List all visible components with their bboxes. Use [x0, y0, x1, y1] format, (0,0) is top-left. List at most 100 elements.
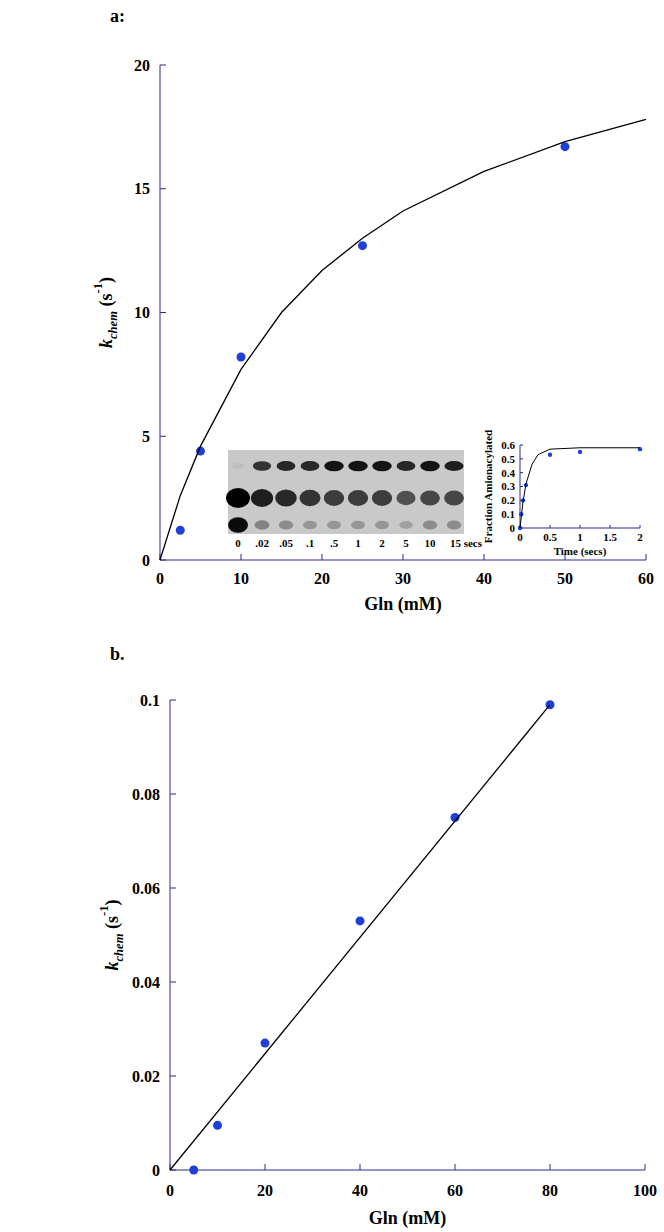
x-tick — [241, 554, 242, 560]
y-tick-label: 0.04 — [132, 974, 160, 991]
y-tick — [170, 794, 176, 795]
lane-label: .5 — [330, 537, 339, 549]
gel-band — [372, 461, 392, 471]
gel-band — [423, 521, 438, 530]
gel-band — [399, 521, 413, 529]
x-axis-title: Gln (mM) — [364, 594, 441, 615]
y-tick-label: 10 — [134, 304, 150, 321]
y-tick — [520, 458, 523, 459]
x-tick — [484, 554, 485, 560]
y-axis-title-part: (s — [102, 916, 123, 934]
x-tick — [580, 525, 581, 528]
gel-band — [375, 521, 389, 529]
y-tick-label: 0.02 — [132, 1068, 160, 1085]
plot-area — [170, 700, 555, 1174]
y-tick — [160, 312, 166, 313]
y-axis-title-part: k — [102, 961, 122, 970]
y-tick-label: 0 — [510, 522, 516, 534]
y-tick — [160, 436, 166, 437]
gel-band — [327, 521, 341, 529]
gel-band — [253, 461, 271, 471]
y-tick — [170, 888, 176, 889]
x-tick — [360, 1164, 361, 1170]
gel-band — [277, 461, 296, 471]
data-point — [237, 353, 246, 362]
x-tick — [610, 525, 611, 528]
x-tick — [640, 525, 641, 528]
gel-band — [420, 461, 440, 471]
gel-band — [301, 461, 320, 471]
x-tick-label: 20 — [314, 570, 330, 587]
gel-image: 0.02.05.1.51251015 secs — [226, 450, 483, 549]
x-tick-label: 1.5 — [603, 531, 617, 543]
figure: a:010203040506005101520Gln (mM)kchem (s-… — [0, 0, 664, 1232]
y-axis-title-part: ) — [102, 900, 123, 906]
x-tick-label: 0 — [166, 1182, 174, 1199]
y-tick — [160, 65, 166, 66]
y-axis-title-part: chem — [106, 311, 120, 339]
lane-label: 5 — [403, 537, 409, 549]
x-tick — [455, 1164, 456, 1170]
y-tick — [170, 1076, 176, 1077]
lane-label: 10 — [425, 537, 437, 549]
lane-label: .02 — [255, 537, 269, 549]
gel-band — [303, 521, 317, 529]
panel-label: b. — [110, 644, 125, 664]
x-tick-label: 1 — [577, 531, 583, 543]
y-axis-title-part: -1 — [97, 906, 111, 917]
y-tick-label: 5 — [142, 428, 150, 445]
x-tick — [322, 554, 323, 560]
data-point — [261, 1039, 270, 1048]
gel-band — [226, 488, 250, 508]
y-tick — [520, 486, 523, 487]
y-axis-title: kchem (s-1) — [97, 900, 125, 971]
y-tick-label: 0.3 — [501, 480, 515, 492]
gel-band — [279, 521, 294, 530]
fit-line — [170, 705, 550, 1170]
lane-label: .05 — [279, 537, 293, 549]
gel-band — [348, 490, 368, 506]
lane-label: 1 — [355, 537, 361, 549]
y-tick-label: 0 — [152, 1162, 160, 1179]
gel-band — [251, 489, 273, 507]
x-tick-label: 20 — [257, 1182, 273, 1199]
data-point — [176, 526, 185, 535]
gel-band — [255, 520, 270, 529]
data-point — [356, 916, 365, 925]
x-tick-label: 80 — [542, 1182, 558, 1199]
lane-label: .1 — [306, 537, 314, 549]
y-tick-label: 20 — [134, 57, 150, 74]
y-tick — [170, 982, 176, 983]
y-tick — [160, 560, 166, 561]
y-tick-label: 0 — [142, 552, 150, 569]
gel-band — [324, 461, 344, 471]
y-tick-label: 0.1 — [501, 508, 515, 520]
x-tick-label: 40 — [352, 1182, 368, 1199]
x-tick-label: 0 — [517, 531, 523, 543]
x-tick-label: 60 — [638, 570, 654, 587]
gel-band — [348, 461, 368, 471]
x-tick-label: 50 — [557, 570, 573, 587]
gel-band — [232, 463, 244, 469]
y-tick-label: 0.4 — [501, 467, 515, 479]
gel-band — [396, 491, 415, 505]
gel-band — [444, 461, 463, 471]
lane-label: 15 secs — [450, 537, 483, 549]
y-axis-title-part: Fraction Amionacylated — [482, 430, 494, 543]
y-axis-title-part: -1 — [91, 283, 105, 294]
x-tick-label: 2 — [637, 531, 643, 543]
chart: b.02040608010000.020.040.060.080.1Gln (m… — [97, 644, 657, 1229]
plot-area — [518, 447, 642, 530]
chart: 00.511.5200.10.20.30.40.50.6Time (secs)F… — [482, 430, 643, 558]
gel-background — [228, 450, 464, 534]
x-axis-title: Gln (mM) — [369, 1208, 446, 1229]
x-tick — [265, 1164, 266, 1170]
x-tick-label: 10 — [233, 570, 249, 587]
x-tick — [645, 1164, 646, 1170]
x-tick — [403, 554, 404, 560]
y-axis-title-part: k — [96, 339, 116, 348]
y-tick-label: 0.08 — [132, 786, 160, 803]
y-tick-label: 0.1 — [140, 692, 160, 709]
chart: a:010203040506005101520Gln (mM)kchem (s-… — [91, 6, 654, 615]
gel-band — [420, 490, 440, 505]
